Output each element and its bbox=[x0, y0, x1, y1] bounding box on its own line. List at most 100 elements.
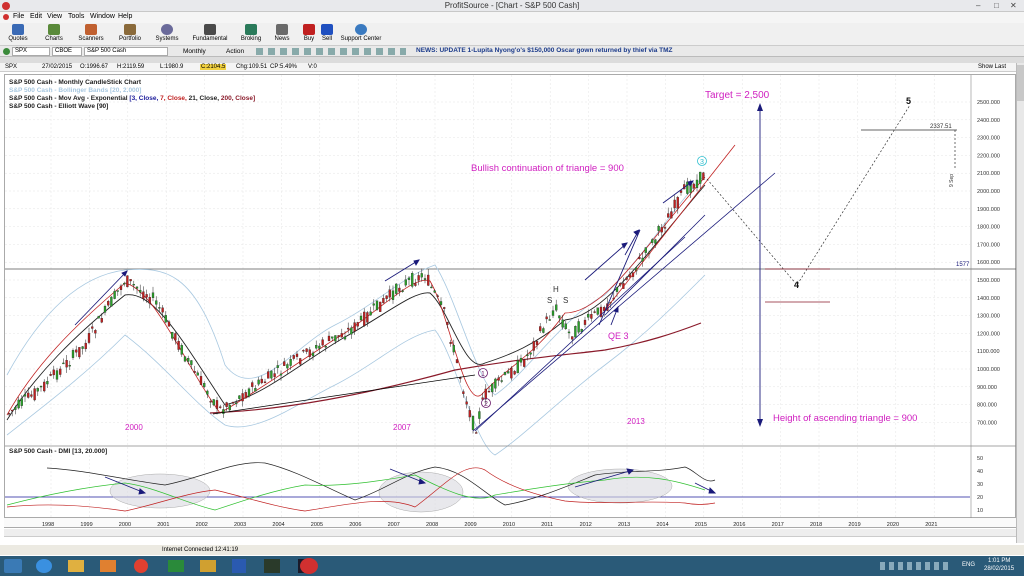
clock-date[interactable]: 28/02/2015 bbox=[984, 566, 1015, 572]
candle-body bbox=[350, 327, 353, 335]
chart-app-taskbar-icon[interactable] bbox=[264, 559, 280, 573]
minimize-button[interactable]: – bbox=[976, 1, 981, 10]
candlestick-series bbox=[7, 171, 705, 434]
window-title: ProfitSource - [Chart - S&P 500 Cash] bbox=[444, 1, 580, 10]
candle-body bbox=[244, 392, 247, 399]
folder-taskbar-icon[interactable] bbox=[200, 560, 216, 572]
dmi-tick-label: 50 bbox=[977, 456, 983, 462]
broking-button[interactable]: Broking bbox=[233, 24, 269, 42]
exchange-select[interactable]: CBOE bbox=[52, 47, 82, 56]
dmi-legend: S&P 500 Cash - DMI [13, 20.000] bbox=[9, 448, 107, 455]
candle-body bbox=[507, 371, 510, 374]
security-name-field[interactable]: S&P 500 Cash bbox=[84, 47, 168, 56]
symbolbar-tool-icons[interactable] bbox=[256, 48, 406, 55]
portfolio-button[interactable]: Portfolio bbox=[112, 24, 148, 42]
year-tick-label: 2011 bbox=[541, 522, 553, 528]
info-change-percent: CP:5.49% bbox=[270, 64, 298, 70]
candle-body bbox=[423, 278, 427, 280]
clock-time[interactable]: 1:01 PM bbox=[988, 558, 1011, 564]
dmi-tick-label: 10 bbox=[977, 508, 983, 514]
menu-help[interactable]: Help bbox=[118, 13, 133, 20]
language-indicator[interactable]: ENG bbox=[962, 562, 976, 568]
candle-body bbox=[193, 371, 196, 373]
menu-file[interactable]: File bbox=[13, 13, 25, 20]
action-menu[interactable]: Action bbox=[226, 48, 245, 55]
candle-body bbox=[398, 287, 401, 292]
symbol-input[interactable]: SPX bbox=[12, 47, 50, 56]
chrome-taskbar-icon[interactable] bbox=[134, 559, 148, 573]
candle-body bbox=[78, 347, 81, 358]
chart-grid bbox=[5, 75, 970, 519]
period-select[interactable]: Monthly bbox=[183, 48, 206, 55]
price-tick-label: 1100.000 bbox=[977, 349, 1000, 355]
wave-1-marker bbox=[478, 368, 488, 378]
horizontal-scrollbar[interactable] bbox=[4, 529, 1016, 537]
news-ticker[interactable]: NEWS: UPDATE 1-Lupita Nyong'o's $150,000… bbox=[416, 47, 673, 54]
menu-edit[interactable]: Edit bbox=[30, 13, 43, 20]
candle-body bbox=[263, 381, 267, 384]
candle-body bbox=[619, 283, 622, 286]
systems-button[interactable]: Systems bbox=[149, 24, 185, 42]
menu-view[interactable]: View bbox=[47, 13, 63, 20]
fundamental-button[interactable]: Fundamental bbox=[192, 24, 228, 42]
scanners-icon bbox=[85, 24, 97, 35]
candle-body bbox=[11, 409, 14, 412]
buy-button[interactable]: Buy bbox=[291, 24, 327, 42]
candle-body bbox=[494, 378, 497, 389]
explorer-taskbar-icon[interactable] bbox=[68, 560, 84, 572]
app-taskbar-icon[interactable] bbox=[168, 560, 184, 572]
bullish-label: Bullish continuation of triangle = 900 bbox=[471, 163, 624, 174]
vertical-scrollbar[interactable] bbox=[1016, 63, 1024, 543]
price-tick-label: 1800.000 bbox=[977, 225, 1000, 231]
candle-body bbox=[225, 402, 228, 408]
system-tray[interactable] bbox=[880, 562, 952, 570]
candle-body bbox=[484, 388, 487, 400]
scanners-button[interactable]: Scanners bbox=[73, 24, 109, 42]
candle-body bbox=[356, 322, 359, 327]
dmi-adx-line bbox=[46, 462, 716, 506]
media-taskbar-icon[interactable] bbox=[100, 560, 116, 572]
year-tick-label: 2004 bbox=[272, 522, 284, 528]
word-taskbar-icon[interactable] bbox=[232, 559, 246, 573]
chart-canvas[interactable]: S&P 500 Cash - Monthly CandleStick Chart… bbox=[5, 75, 1017, 519]
chart-area[interactable]: S&P 500 Cash - Monthly CandleStick Chart… bbox=[4, 74, 1017, 519]
quotes-button[interactable]: Quotes bbox=[0, 24, 36, 42]
candle-body bbox=[231, 402, 235, 404]
year-tick-label: 2009 bbox=[464, 522, 476, 528]
ie-taskbar-icon[interactable] bbox=[36, 559, 52, 573]
support-center-button[interactable]: Support Center bbox=[336, 24, 386, 42]
candle-body bbox=[343, 336, 347, 340]
price-tick-label: 1200.000 bbox=[977, 331, 1000, 337]
sell-icon bbox=[321, 24, 333, 35]
candle-body bbox=[295, 353, 299, 357]
candle-body bbox=[452, 345, 455, 353]
profitsource-taskbar-icon[interactable] bbox=[300, 558, 318, 574]
start-button[interactable] bbox=[4, 559, 22, 573]
candle-body bbox=[155, 300, 158, 305]
candle-body bbox=[529, 352, 532, 355]
year-tick-label: 2014 bbox=[656, 522, 668, 528]
charts-button[interactable]: Charts bbox=[36, 24, 72, 42]
candle-body bbox=[551, 310, 555, 316]
buy-icon bbox=[303, 24, 315, 35]
menu-tools[interactable]: Tools bbox=[68, 13, 85, 20]
title-bar: ProfitSource - [Chart - S&P 500 Cash] – … bbox=[0, 0, 1024, 12]
year-tick-label: 2016 bbox=[733, 522, 745, 528]
app-icon bbox=[2, 2, 10, 10]
candle-body bbox=[167, 321, 171, 327]
scrollbar-thumb[interactable] bbox=[1017, 65, 1024, 101]
candle-body bbox=[535, 341, 539, 345]
year-tick-label: 2005 bbox=[311, 522, 323, 528]
candle-body bbox=[638, 257, 641, 260]
menu-window[interactable]: Window bbox=[90, 13, 115, 20]
maximize-button[interactable]: □ bbox=[994, 1, 999, 10]
candle-body bbox=[395, 283, 398, 294]
sell-button[interactable]: Sell bbox=[309, 24, 345, 42]
candle-body bbox=[670, 211, 673, 219]
news-button[interactable]: News bbox=[264, 24, 300, 42]
show-last-checkbox[interactable]: Show Last bbox=[978, 64, 1007, 70]
candle-body bbox=[190, 360, 193, 365]
windows-taskbar: ENG 1:01 PM 28/02/2015 bbox=[0, 556, 1024, 576]
candle-body bbox=[478, 411, 481, 419]
close-button[interactable]: ✕ bbox=[1010, 1, 1017, 10]
